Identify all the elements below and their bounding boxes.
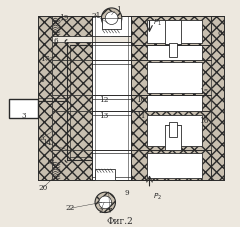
Bar [165, 20, 181, 44]
Text: $P_1$: $P_1$ [153, 17, 162, 28]
Text: 19: 19 [59, 14, 68, 22]
Text: 4: 4 [39, 76, 44, 84]
Bar [147, 115, 202, 146]
Bar [92, 150, 131, 180]
Bar [131, 45, 217, 60]
Text: 5: 5 [39, 134, 44, 142]
Text: 22: 22 [66, 204, 75, 212]
Bar [38, 16, 52, 180]
Text: 15: 15 [199, 88, 209, 96]
Bar [131, 111, 217, 150]
Text: 12: 12 [99, 96, 109, 104]
Text: 7: 7 [108, 207, 112, 215]
Bar [147, 95, 202, 111]
Text: 3: 3 [21, 112, 26, 120]
Bar [52, 60, 92, 95]
Bar [52, 42, 92, 60]
Bar [92, 60, 131, 95]
Circle shape [99, 196, 112, 209]
Bar [147, 20, 202, 43]
Bar [165, 125, 181, 150]
Bar [131, 60, 217, 95]
Text: $P_2$: $P_2$ [153, 192, 162, 202]
Bar [131, 16, 217, 45]
Text: Фиг.2: Фиг.2 [107, 217, 133, 226]
Text: 9: 9 [125, 189, 129, 197]
Bar [92, 95, 131, 111]
Text: 10: 10 [136, 96, 145, 104]
Text: 21: 21 [91, 12, 101, 20]
Text: 1: 1 [116, 6, 121, 14]
Bar [92, 42, 131, 60]
Bar [52, 150, 92, 180]
Text: 17: 17 [41, 55, 50, 63]
Bar [102, 18, 121, 30]
Bar [111, 16, 131, 36]
Text: 13: 13 [100, 112, 109, 120]
Text: 8: 8 [217, 29, 222, 37]
Circle shape [95, 192, 115, 212]
Bar [96, 169, 115, 180]
Bar [92, 111, 131, 150]
Text: 16: 16 [199, 117, 209, 125]
Text: 2: 2 [98, 207, 103, 215]
Bar [169, 43, 177, 57]
Bar [92, 16, 111, 33]
Bar [131, 150, 217, 180]
Bar [131, 95, 217, 111]
Bar [52, 111, 92, 150]
Circle shape [105, 12, 118, 25]
Text: 14: 14 [42, 139, 51, 147]
Bar [9, 99, 38, 118]
Text: 18: 18 [45, 158, 54, 166]
Text: 20: 20 [38, 184, 48, 192]
Bar [92, 16, 131, 36]
Bar [147, 62, 202, 93]
Text: 6: 6 [53, 37, 58, 45]
Text: 11: 11 [136, 112, 145, 120]
Bar [147, 153, 202, 178]
Bar [169, 122, 177, 137]
Bar [147, 45, 202, 60]
Bar [211, 16, 224, 180]
Bar [52, 16, 92, 36]
Bar [52, 95, 92, 111]
Bar [52, 16, 92, 36]
Circle shape [101, 8, 122, 28]
